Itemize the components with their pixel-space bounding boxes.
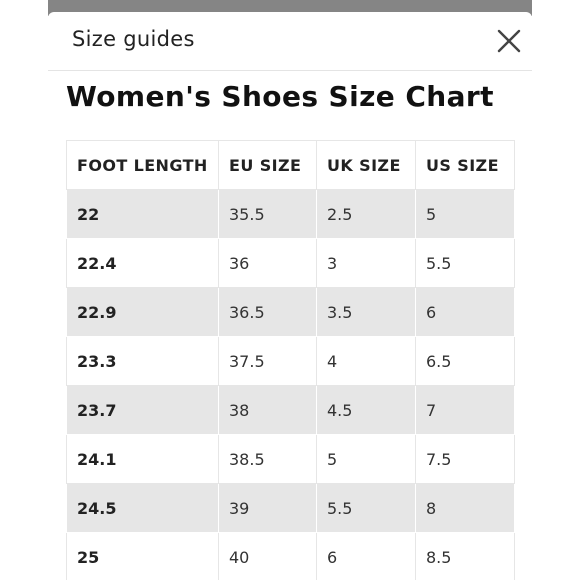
cell-foot-length: 25 [66, 532, 219, 580]
modal-title: Size guides [72, 27, 195, 51]
cell-foot-length: 22.4 [66, 238, 219, 288]
cell-eu-size: 35.5 [218, 189, 317, 239]
close-button[interactable] [492, 24, 526, 58]
header-uk-size: UK SIZE [316, 140, 416, 190]
cell-us-size: 8 [415, 483, 515, 533]
cell-uk-size: 6 [316, 532, 416, 580]
cell-eu-size: 36 [218, 238, 317, 288]
header-us-size: US SIZE [415, 140, 515, 190]
table-row: 22 35.5 2.5 5 [66, 189, 515, 239]
cell-eu-size: 37.5 [218, 336, 317, 386]
cell-us-size: 6 [415, 287, 515, 337]
cell-uk-size: 5.5 [316, 483, 416, 533]
chart-heading: Women's Shoes Size Chart [66, 80, 494, 113]
cell-eu-size: 38 [218, 385, 317, 435]
table-row: 24.1 38.5 5 7.5 [66, 434, 515, 484]
modal-header: Size guides [48, 12, 532, 71]
table-row: 23.7 38 4.5 7 [66, 385, 515, 435]
cell-us-size: 7.5 [415, 434, 515, 484]
cell-foot-length: 22 [66, 189, 219, 239]
cell-uk-size: 4 [316, 336, 416, 386]
size-chart-table: FOOT LENGTH EU SIZE UK SIZE US SIZE 22 3… [66, 140, 515, 580]
header-foot-length: FOOT LENGTH [66, 140, 219, 190]
table-row: 22.9 36.5 3.5 6 [66, 287, 515, 337]
header-eu-size: EU SIZE [218, 140, 317, 190]
cell-us-size: 8.5 [415, 532, 515, 580]
cell-foot-length: 23.3 [66, 336, 219, 386]
cell-eu-size: 36.5 [218, 287, 317, 337]
table-row: 24.5 39 5.5 8 [66, 483, 515, 533]
cell-us-size: 6.5 [415, 336, 515, 386]
cell-uk-size: 2.5 [316, 189, 416, 239]
cell-uk-size: 3.5 [316, 287, 416, 337]
table-row: 25 40 6 8.5 [66, 532, 515, 580]
close-icon [497, 29, 521, 53]
cell-foot-length: 24.5 [66, 483, 219, 533]
cell-eu-size: 39 [218, 483, 317, 533]
cell-foot-length: 22.9 [66, 287, 219, 337]
cell-us-size: 5.5 [415, 238, 515, 288]
cell-us-size: 7 [415, 385, 515, 435]
size-guide-modal: Size guides Women's Shoes Size Chart FOO… [48, 12, 532, 580]
table-header-row: FOOT LENGTH EU SIZE UK SIZE US SIZE [66, 140, 515, 190]
table-row: 22.4 36 3 5.5 [66, 238, 515, 288]
table-row: 23.3 37.5 4 6.5 [66, 336, 515, 386]
cell-eu-size: 40 [218, 532, 317, 580]
cell-uk-size: 4.5 [316, 385, 416, 435]
cell-uk-size: 5 [316, 434, 416, 484]
cell-foot-length: 24.1 [66, 434, 219, 484]
cell-eu-size: 38.5 [218, 434, 317, 484]
cell-us-size: 5 [415, 189, 515, 239]
cell-uk-size: 3 [316, 238, 416, 288]
cell-foot-length: 23.7 [66, 385, 219, 435]
